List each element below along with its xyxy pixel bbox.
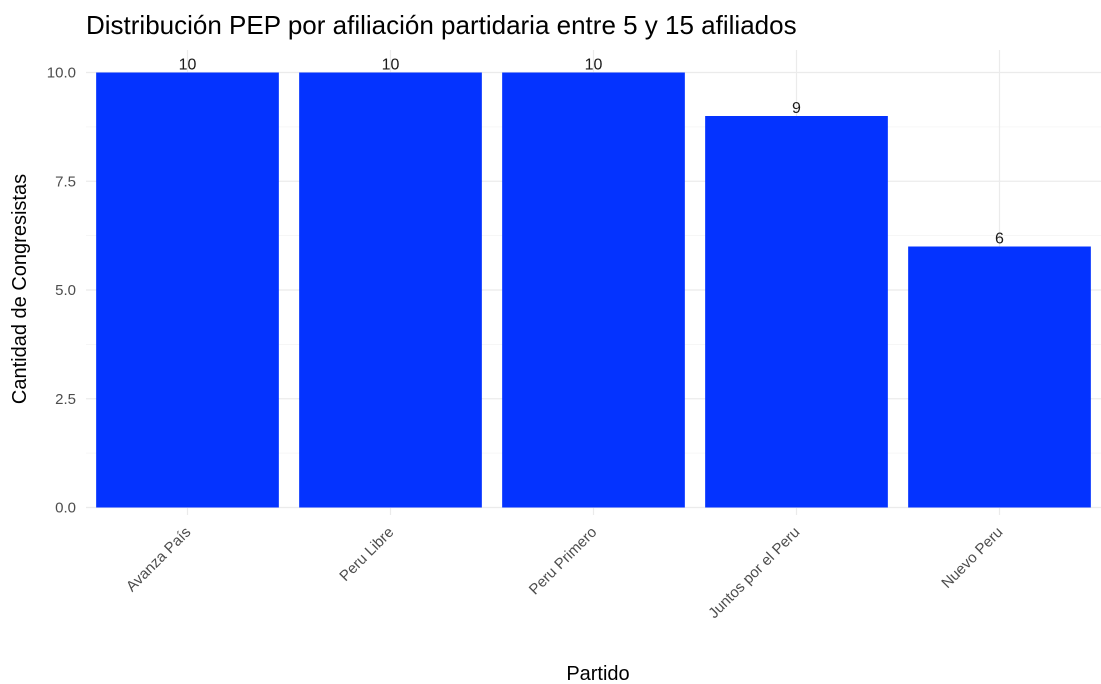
y-tick-label: 7.5 bbox=[55, 173, 76, 190]
x-tick-label: Peru Primero bbox=[526, 524, 601, 599]
y-axis-title: Cantidad de Congresistas bbox=[9, 174, 31, 404]
bar-value-label: 10 bbox=[179, 57, 197, 74]
bar-value-label: 6 bbox=[995, 231, 1004, 248]
y-tick-label: 10.0 bbox=[47, 65, 76, 82]
y-axis-ticks: 0.0 2.5 5.0 7.5 10.0 bbox=[47, 65, 76, 517]
bar bbox=[96, 72, 279, 508]
bar bbox=[908, 246, 1091, 508]
y-tick-label: 0.0 bbox=[55, 500, 76, 517]
bar bbox=[299, 72, 482, 508]
bars bbox=[96, 72, 1091, 508]
y-tick-label: 5.0 bbox=[55, 282, 76, 299]
bar-value-label: 10 bbox=[585, 57, 603, 74]
chart-title: Distribución PEP por afiliación partidar… bbox=[86, 10, 797, 40]
bar bbox=[502, 72, 685, 508]
x-tick-label: Avanza País bbox=[123, 524, 194, 595]
bar-value-label: 10 bbox=[382, 57, 400, 74]
y-tick-label: 2.5 bbox=[55, 391, 76, 408]
bar bbox=[705, 116, 888, 508]
x-axis-title: Partido bbox=[566, 663, 629, 684]
bar-value-label: 9 bbox=[792, 100, 801, 117]
x-tick-label: Peru Libre bbox=[336, 524, 397, 585]
x-tick-label: Nuevo Peru bbox=[938, 524, 1006, 592]
x-axis-ticks: Avanza País Peru Libre Peru Primero Juntos … bbox=[123, 524, 1006, 622]
data-labels: 10 10 10 9 6 bbox=[179, 57, 1004, 248]
x-tick-label: Juntos por el Peru bbox=[705, 524, 803, 622]
